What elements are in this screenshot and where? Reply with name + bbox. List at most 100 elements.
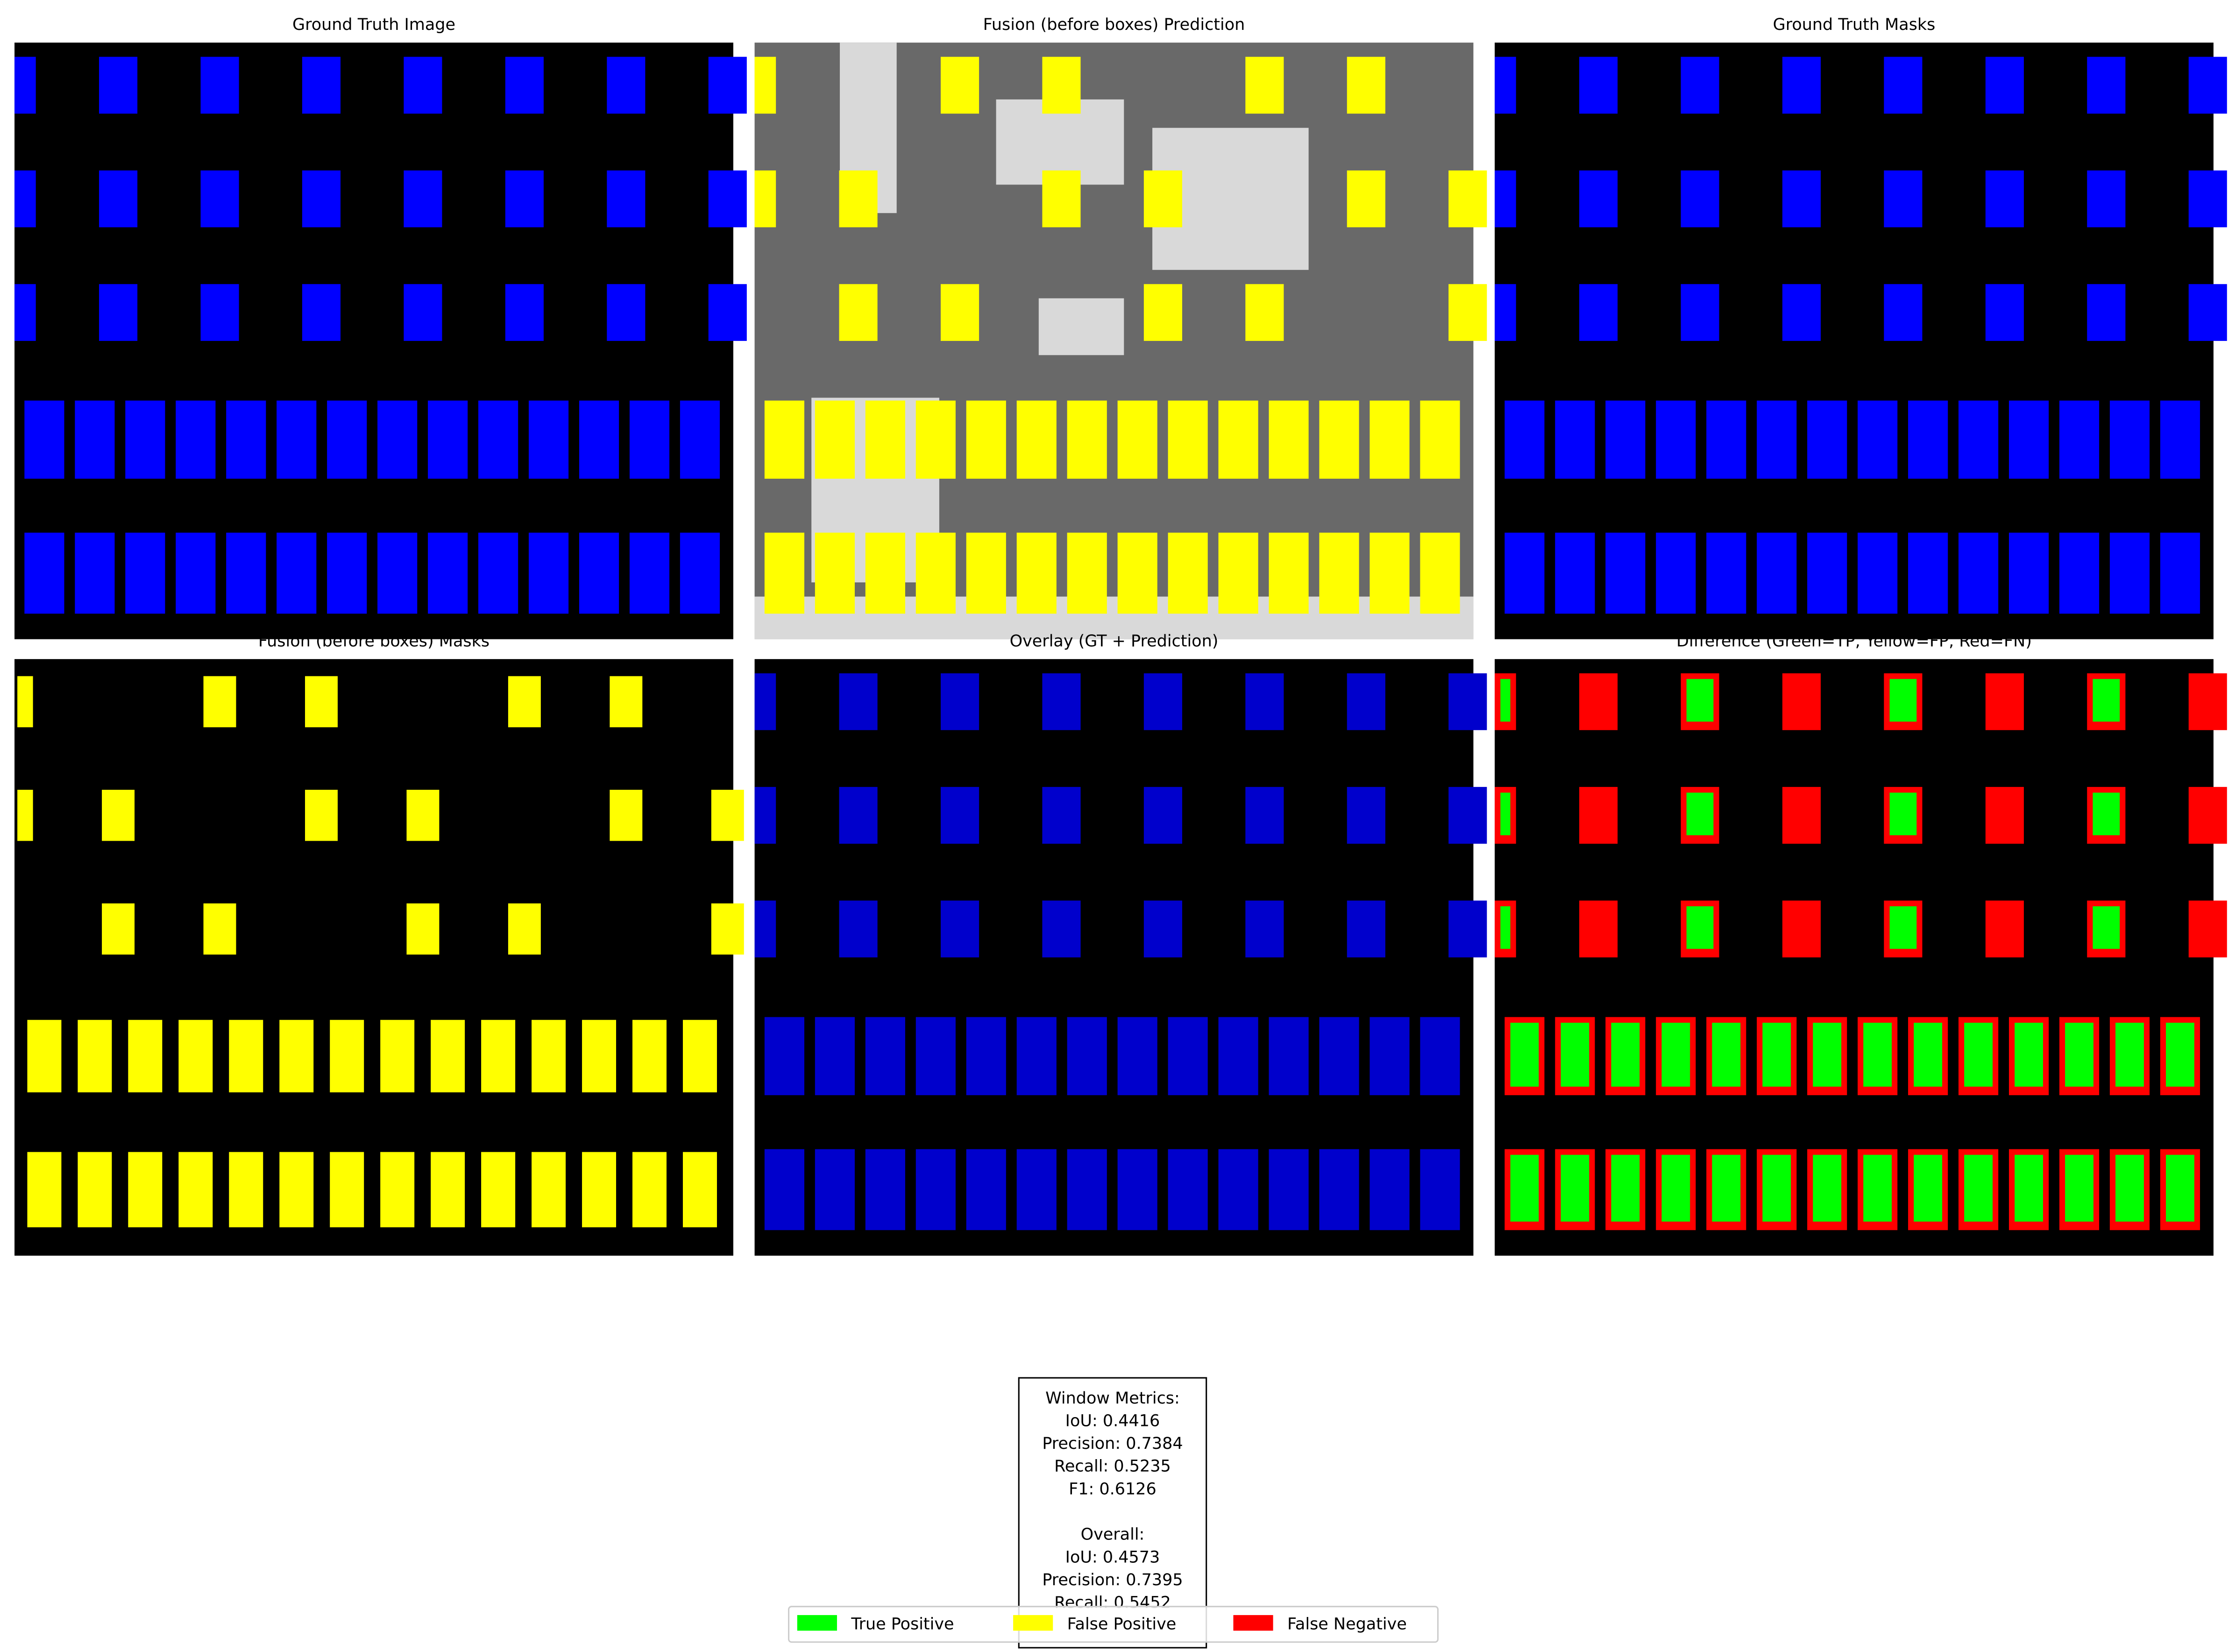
window-region	[1319, 1149, 1359, 1230]
window-region	[865, 1149, 905, 1230]
window-region	[2009, 400, 2049, 479]
tp-region	[2065, 1022, 2093, 1087]
window-region	[1143, 170, 1182, 227]
window-region	[406, 903, 440, 955]
window-region	[2188, 170, 2227, 227]
window-region	[1958, 400, 1999, 479]
window-region	[1347, 787, 1385, 844]
window-region	[1504, 532, 1545, 614]
window-region	[1448, 673, 1487, 730]
window-region	[128, 1152, 163, 1227]
window-region	[629, 532, 670, 614]
window-region	[966, 400, 1006, 479]
image-panel: Fusion (before boxes) Masks	[14, 632, 744, 1256]
window-region	[404, 57, 442, 114]
window-region	[764, 400, 805, 479]
panel-title: Ground Truth Masks	[1773, 15, 1936, 34]
tp-region	[1661, 1022, 1690, 1087]
window-region	[1369, 532, 1410, 614]
panel-title: Overlay (GT + Prediction)	[1010, 632, 1219, 651]
window-region	[229, 1020, 263, 1092]
window-region	[128, 1020, 163, 1092]
window-region	[1117, 1149, 1157, 1230]
metrics-line: F1: 0.6126	[1069, 1480, 1157, 1498]
window-region	[1042, 170, 1081, 227]
window-region	[1269, 1017, 1309, 1095]
window-region	[940, 673, 979, 730]
window-region	[2160, 400, 2200, 479]
window-region	[764, 1017, 805, 1095]
window-region	[1168, 1149, 1208, 1230]
metrics-line: Precision: 0.7384	[1042, 1434, 1183, 1453]
tp-region	[1712, 1022, 1741, 1087]
window-region	[2087, 284, 2126, 341]
panel-title: Difference (Green=TP, Yellow=FP, Red=FN)	[1676, 632, 2032, 651]
window-region	[302, 284, 341, 341]
window-region	[607, 284, 646, 341]
tp-region	[1500, 906, 1511, 949]
window-region	[1858, 532, 1898, 614]
window-region	[1985, 170, 2024, 227]
legend-swatch	[1233, 1615, 1273, 1631]
image-panel: Ground Truth Image	[14, 15, 747, 639]
window-region	[1067, 400, 1107, 479]
window-region	[764, 532, 805, 614]
window-region	[1245, 787, 1284, 844]
window-region	[865, 532, 905, 614]
window-region	[632, 1020, 667, 1092]
window-region	[178, 1020, 213, 1092]
legend-label: False Positive	[1067, 1615, 1177, 1633]
tp-region	[2093, 906, 2120, 949]
tp-region	[1914, 1155, 1943, 1222]
window-region	[2059, 400, 2100, 479]
window-region	[406, 789, 440, 841]
window-region	[711, 903, 744, 955]
window-region	[582, 1020, 617, 1092]
window-region	[1143, 673, 1182, 730]
window-region	[607, 170, 646, 227]
window-region	[1782, 284, 1821, 341]
window-region	[1420, 1017, 1460, 1095]
window-region	[17, 676, 33, 728]
window-region	[481, 1020, 516, 1092]
window-region	[528, 532, 569, 614]
window-region	[330, 1152, 364, 1227]
window-region	[277, 532, 317, 614]
legend-swatch	[1013, 1615, 1053, 1631]
legend-label: True Positive	[851, 1615, 954, 1633]
window-region	[582, 1152, 617, 1227]
window-region	[1681, 170, 1719, 227]
window-region	[1908, 532, 1948, 614]
tp-region	[1889, 679, 1917, 722]
tp-region	[2065, 1155, 2093, 1222]
window-region	[1555, 532, 1595, 614]
tp-region	[1914, 1022, 1943, 1087]
window-region	[1448, 900, 1487, 957]
window-region	[380, 1020, 415, 1092]
window-region	[1016, 1149, 1057, 1230]
window-region	[1985, 57, 2024, 114]
window-region	[839, 673, 878, 730]
window-region	[1067, 1149, 1107, 1230]
window-region	[966, 1017, 1006, 1095]
window-region	[1757, 532, 1797, 614]
window-region	[1706, 400, 1746, 479]
window-region	[428, 532, 468, 614]
window-region	[1782, 170, 1821, 227]
image-panel: Ground Truth Masks	[1495, 15, 2227, 639]
window-region	[754, 170, 776, 227]
window-region	[1143, 787, 1182, 844]
window-region	[1884, 170, 1923, 227]
window-region	[610, 789, 643, 841]
window-region	[1985, 787, 2024, 844]
tp-region	[1889, 793, 1917, 836]
window-region	[14, 57, 36, 114]
window-region	[1016, 1017, 1057, 1095]
window-region	[915, 532, 956, 614]
window-region	[277, 400, 317, 479]
window-region	[305, 789, 338, 841]
window-region	[24, 532, 64, 614]
window-region	[78, 1152, 112, 1227]
window-region	[203, 676, 236, 728]
